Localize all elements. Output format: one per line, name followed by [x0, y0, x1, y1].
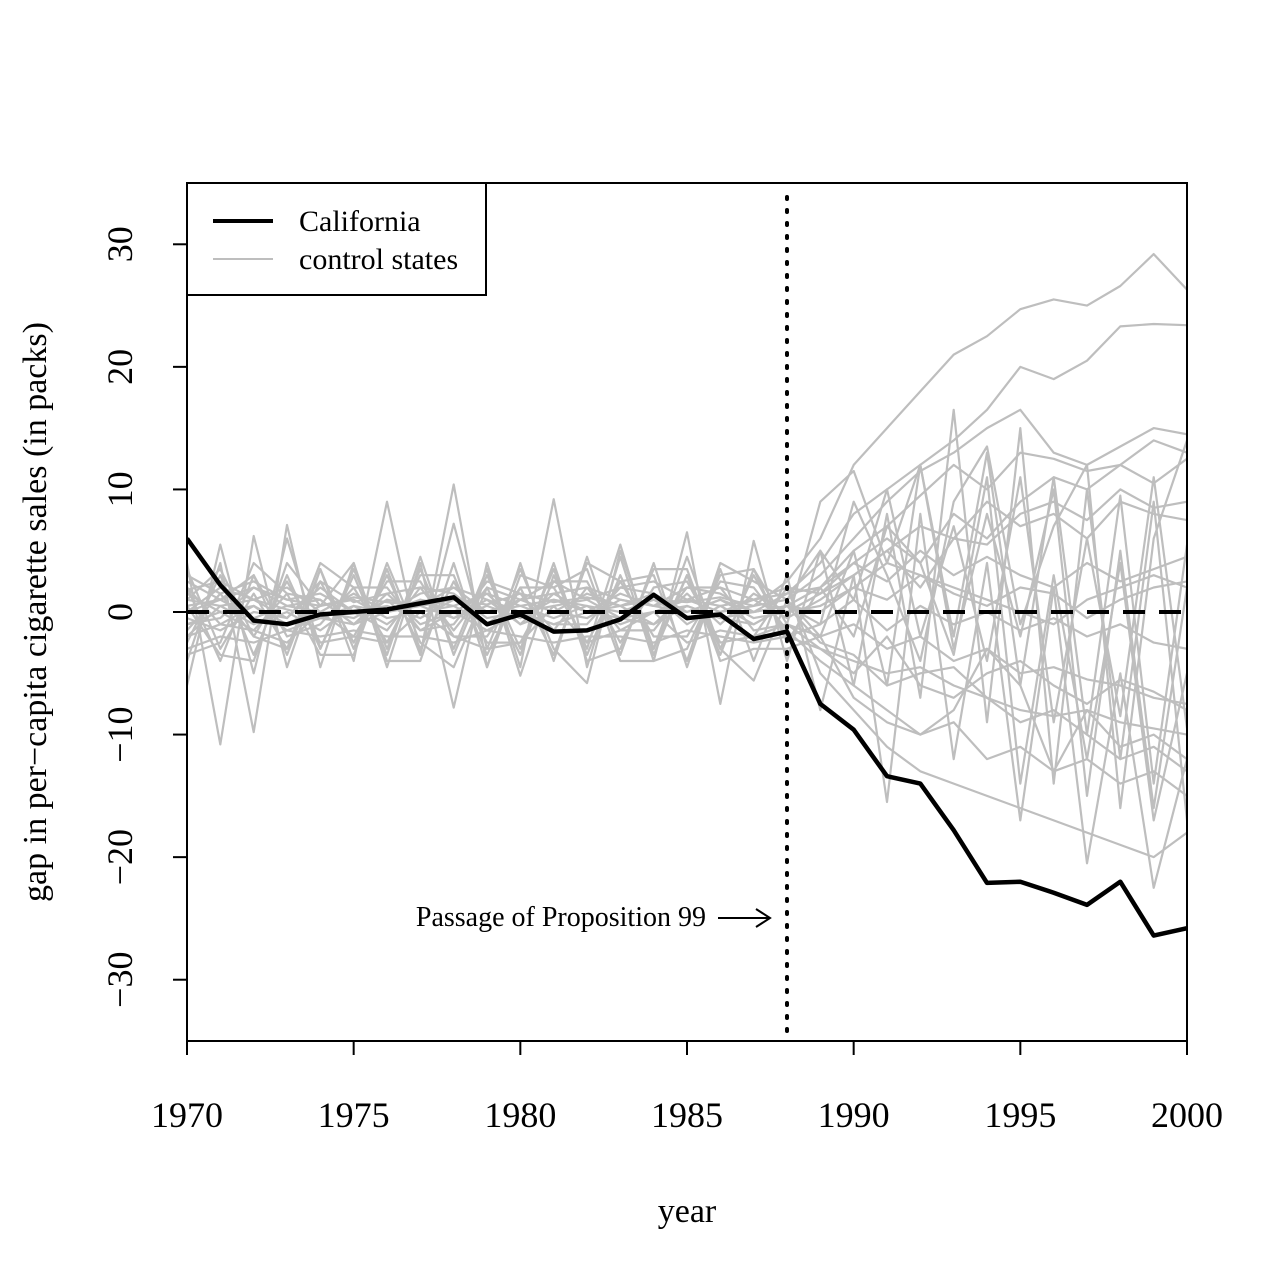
- california-line-group: [187, 537, 1187, 938]
- series-line-control-state-23: [187, 488, 1187, 632]
- y-axis: −30 −20 −10 0 10 20 30: [100, 226, 187, 1008]
- annotation-text: Passage of Proposition 99: [416, 902, 706, 933]
- series-line-control-state-20: [187, 561, 1187, 773]
- legend-label-california: California: [299, 205, 421, 238]
- y-tick-label: −20: [100, 829, 140, 885]
- series-line-california: [187, 537, 1187, 938]
- series-line-control-state-7: [187, 549, 1187, 614]
- series-line-control-state-1: [187, 253, 1187, 608]
- y-tick-label: 10: [100, 471, 140, 507]
- legend-box: [186, 182, 487, 296]
- x-tick-label: 1970: [151, 1095, 223, 1135]
- series-line-control-state-21: [187, 476, 1187, 822]
- y-axis-title: gap in per−capita cigarette sales (in pa…: [17, 322, 54, 902]
- x-axis-title: year: [658, 1193, 717, 1230]
- x-axis: 1970 1975 1980 1985 1990 1995 2000: [151, 1041, 1223, 1135]
- y-tick-label: 20: [100, 349, 140, 385]
- series-line-control-state-11: [187, 629, 1187, 736]
- series-line-control-state-17: [187, 463, 1187, 810]
- y-tick-label: −30: [100, 952, 140, 1008]
- x-tick-label: 1995: [984, 1095, 1056, 1135]
- y-tick-label: 0: [100, 603, 140, 621]
- x-tick-label: 2000: [1151, 1095, 1223, 1135]
- y-tick-label: 30: [100, 226, 140, 262]
- legend-label-control-states: control states: [299, 243, 458, 276]
- series-line-control-state-24: [187, 604, 1187, 712]
- control-state-lines: [187, 253, 1187, 889]
- x-tick-label: 1985: [651, 1095, 723, 1135]
- x-tick-label: 1980: [484, 1095, 556, 1135]
- y-tick-label: −10: [100, 706, 140, 762]
- legend: California control states: [186, 182, 487, 296]
- series-line-control-state-19: [187, 476, 1187, 729]
- annotation: Passage of Proposition 99: [416, 902, 772, 933]
- x-tick-label: 1975: [318, 1095, 390, 1135]
- series-line-control-state-15: [187, 483, 1187, 889]
- annotation-arrow-head: [755, 908, 772, 928]
- series-line-control-state-13: [187, 568, 1187, 859]
- x-tick-label: 1990: [818, 1095, 890, 1135]
- series-line-control-state-18: [187, 440, 1187, 810]
